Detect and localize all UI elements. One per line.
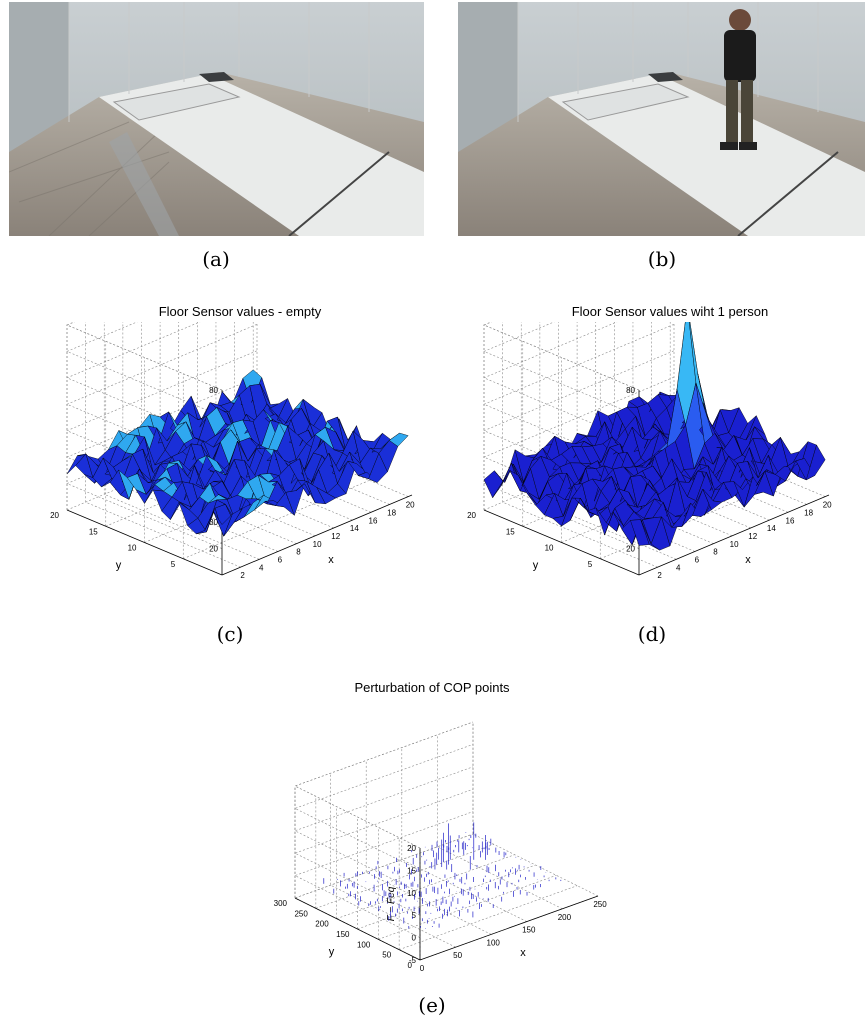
grid-line (484, 322, 674, 390)
caption-a: (a) (186, 247, 246, 271)
z-tick-label: 15 (407, 866, 416, 875)
x-tick-label: 18 (804, 508, 813, 517)
photo-empty-room (9, 2, 424, 236)
x-tick-label: 10 (313, 540, 322, 549)
y-axis-label: y (533, 560, 539, 572)
chart-e-title: Perturbation of COP points (292, 680, 572, 695)
y-tick-label: 150 (336, 930, 350, 939)
x-tick-label: 14 (350, 524, 359, 533)
x-tick-label: 10 (730, 540, 739, 549)
y-tick-label: 100 (357, 940, 371, 949)
x-tick-label: 16 (786, 516, 795, 525)
caption-d: (d) (622, 622, 682, 646)
x-tick-label: 14 (767, 524, 776, 533)
grid-line (295, 767, 473, 893)
caption-c: (c) (200, 622, 260, 646)
y-axis-label: y (116, 560, 122, 572)
y-tick-label: 15 (89, 527, 98, 536)
surface-chart-empty: 2468101214161820510152020304050607080xyV… (30, 322, 430, 612)
x-tick-label: 50 (453, 951, 462, 960)
stem-chart-cop: 050100150200250050100150200250300-505101… (248, 698, 648, 988)
z-tick-label: 20 (626, 545, 635, 554)
grid-line (67, 322, 257, 390)
surface-chart-person: 2468101214161820510152020304050607080xyV… (447, 322, 847, 612)
x-tick-label: 12 (748, 532, 757, 541)
x-tick-label: 12 (331, 532, 340, 541)
grid-line (366, 760, 491, 934)
caption-e: (e) (402, 993, 462, 1017)
y-tick-label: 15 (506, 527, 515, 536)
y-tick-label: 10 (545, 544, 554, 553)
z-tick-label: 80 (209, 386, 218, 395)
y-tick-label: 50 (382, 951, 391, 960)
x-tick-label: 150 (522, 926, 536, 935)
y-tick-label: 5 (171, 560, 176, 569)
x-tick-label: 2 (657, 571, 662, 580)
grid-line (337, 855, 515, 919)
x-tick-label: 250 (593, 900, 607, 909)
z-tick-label: 80 (626, 386, 635, 395)
y-tick-label: 5 (588, 560, 593, 569)
x-tick-label: 18 (387, 508, 396, 517)
x-axis-label: x (328, 554, 334, 566)
y-tick-label: 20 (50, 511, 59, 520)
chart-d-title: Floor Sensor values wiht 1 person (510, 304, 830, 319)
x-tick-label: 8 (713, 548, 718, 557)
x-tick-label: 0 (420, 964, 425, 973)
grid-line (473, 722, 598, 896)
grid-line (402, 748, 527, 922)
y-tick-label: 10 (128, 544, 137, 553)
x-tick-label: 200 (558, 913, 572, 922)
x-tick-label: 16 (369, 516, 378, 525)
y-tick-label: 250 (294, 909, 308, 918)
x-tick-label: 100 (487, 938, 501, 947)
z-tick-label: 20 (209, 545, 218, 554)
x-tick-label: 4 (259, 563, 264, 572)
caption-b: (b) (632, 247, 692, 271)
x-axis-label: x (745, 554, 751, 566)
x-tick-label: 2 (240, 571, 245, 580)
x-tick-label: 6 (695, 555, 700, 564)
grid-line (67, 322, 257, 390)
grid-line (295, 722, 473, 848)
x-axis-line (420, 896, 598, 960)
x-tick-label: 20 (406, 501, 415, 510)
z-tick-label: 10 (407, 889, 416, 898)
z-tick-label: 0 (412, 934, 417, 943)
z-tick-label: -5 (409, 956, 417, 965)
x-tick-label: 6 (278, 555, 283, 564)
y-tick-label: 300 (274, 899, 288, 908)
x-tick-label: 8 (296, 548, 301, 557)
photo-room-with-person (458, 2, 865, 236)
y-axis-label: y (329, 946, 335, 958)
surface-patch (484, 471, 503, 498)
grid-line (295, 834, 473, 960)
grid-line (484, 322, 674, 390)
chart-c-title: Floor Sensor values - empty (90, 304, 390, 319)
x-tick-label: 4 (676, 563, 681, 572)
grid-line (316, 844, 494, 908)
y-tick-label: 20 (467, 511, 476, 520)
y-tick-label: 200 (315, 920, 329, 929)
x-axis-label: x (520, 947, 526, 959)
x-tick-label: 20 (823, 501, 832, 510)
grid-line (295, 722, 473, 848)
